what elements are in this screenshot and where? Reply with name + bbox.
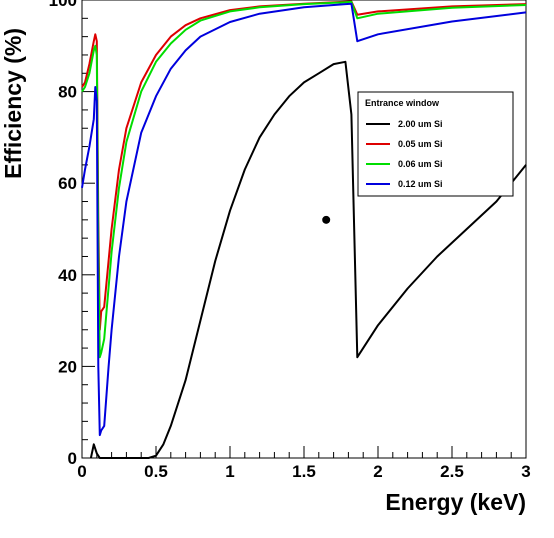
y-tick-label: 0: [68, 449, 77, 468]
legend-label: 0.06 um Si: [398, 159, 443, 169]
legend: Entrance window 2.00 um Si 0.05 um Si 0.06…: [357, 91, 514, 197]
y-tick-label: 100: [49, 0, 77, 10]
x-tick-label: 0.5: [144, 462, 168, 481]
series-lines: [81, 0, 527, 459]
x-tick-label: 1: [225, 462, 234, 481]
y-tick-labels: 0 20 40 60 80 100: [49, 0, 77, 468]
legend-label: 2.00 um Si: [398, 119, 443, 129]
x-tick-label: 2.5: [440, 462, 464, 481]
legend-title: Entrance window: [365, 98, 440, 108]
series-line-3: [81, 0, 527, 359]
y-tick-label: 40: [58, 266, 77, 285]
legend-label: 0.12 um Si: [398, 179, 443, 189]
legend-entries: 2.00 um Si 0.05 um Si 0.06 um Si 0.12 um Si: [366, 119, 443, 189]
x-tick-label: 1.5: [292, 462, 316, 481]
x-tick-label: 0: [77, 462, 86, 481]
y-axis-title: Efficiency (%): [0, 28, 26, 179]
marker-dot: [322, 215, 331, 224]
series-line-1: [89, 60, 527, 459]
x-tick-labels: 0 0.5 1 1.5 2 2.5 3: [77, 462, 530, 481]
series-line-4: [81, 2, 527, 437]
y-tick-label: 80: [58, 83, 77, 102]
x-tick-label: 2: [373, 462, 382, 481]
y-tick-label: 60: [58, 174, 77, 193]
x-axis-title: Energy (keV): [385, 489, 526, 515]
y-tick-label: 20: [58, 357, 77, 376]
annotation-markers: [322, 215, 331, 224]
legend-label: 0.05 um Si: [398, 139, 443, 149]
x-tick-label: 3: [521, 462, 530, 481]
